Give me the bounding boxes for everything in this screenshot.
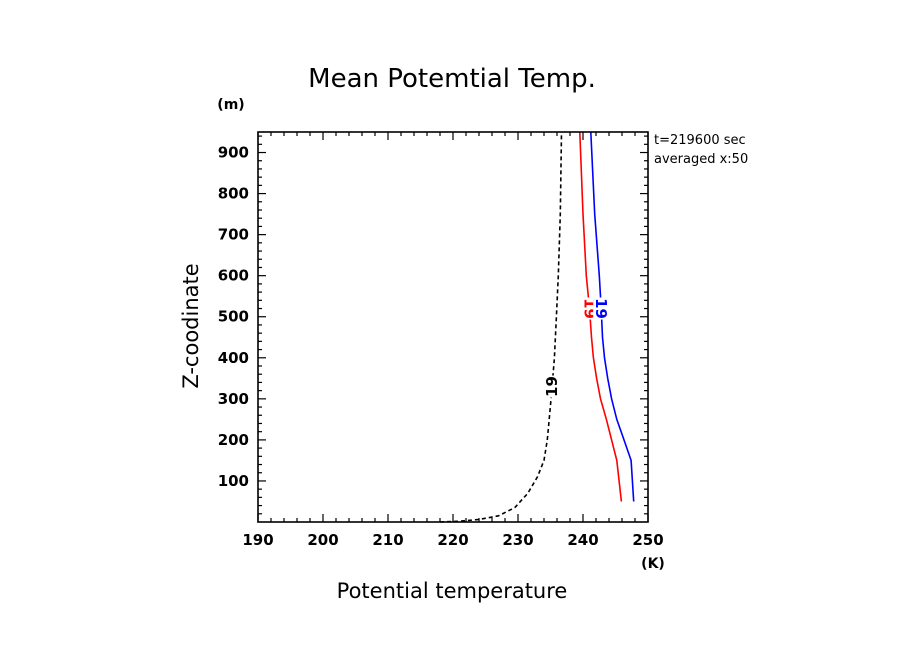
annotation-average: averaged x:50 [654,152,748,167]
y-tick-label: 700 [218,226,249,244]
x-tick-label: 210 [372,531,403,549]
x-axis-label: Potential temperature [337,579,568,603]
y-tick-label: 300 [218,390,249,408]
series-label-1: 19 [543,376,561,397]
x-unit-label: (K) [641,556,665,572]
y-tick-label: 600 [218,267,249,285]
annotation-time: t=219600 sec [654,133,746,148]
series-label-gap [544,375,561,398]
tick-labels: 190 200 210 220 230 240 250 100 200 300 400 500 600 7… [218,144,664,549]
x-tick-label: 240 [567,531,598,549]
y-tick-label: 400 [218,349,249,367]
annotation-mask [776,130,816,170]
x-tick-label: 190 [242,531,273,549]
y-unit-label: (m) [217,97,244,113]
x-tick-label: 200 [307,531,338,549]
series-layer [439,131,635,523]
y-tick-label: 500 [218,308,249,326]
series-line-3 [590,131,635,502]
y-tick-label: 800 [218,185,249,203]
y-axis-label: Z-coodinate [179,263,203,388]
x-tick-label: 220 [437,531,468,549]
y-tick-label: 100 [218,472,249,490]
plot-frame [257,131,649,523]
y-tick-label: 200 [218,431,249,449]
y-tick-label: 900 [218,144,249,162]
series-label-gap [593,297,610,320]
series-line-1 [439,131,563,523]
series-line-2 [579,131,623,502]
chart-title: Mean Potemtial Temp. [308,64,596,94]
axis-ticks [257,132,649,522]
x-tick-label: 250 [632,531,663,549]
series-label-3: 19 [592,298,610,319]
x-tick-label: 230 [502,531,533,549]
